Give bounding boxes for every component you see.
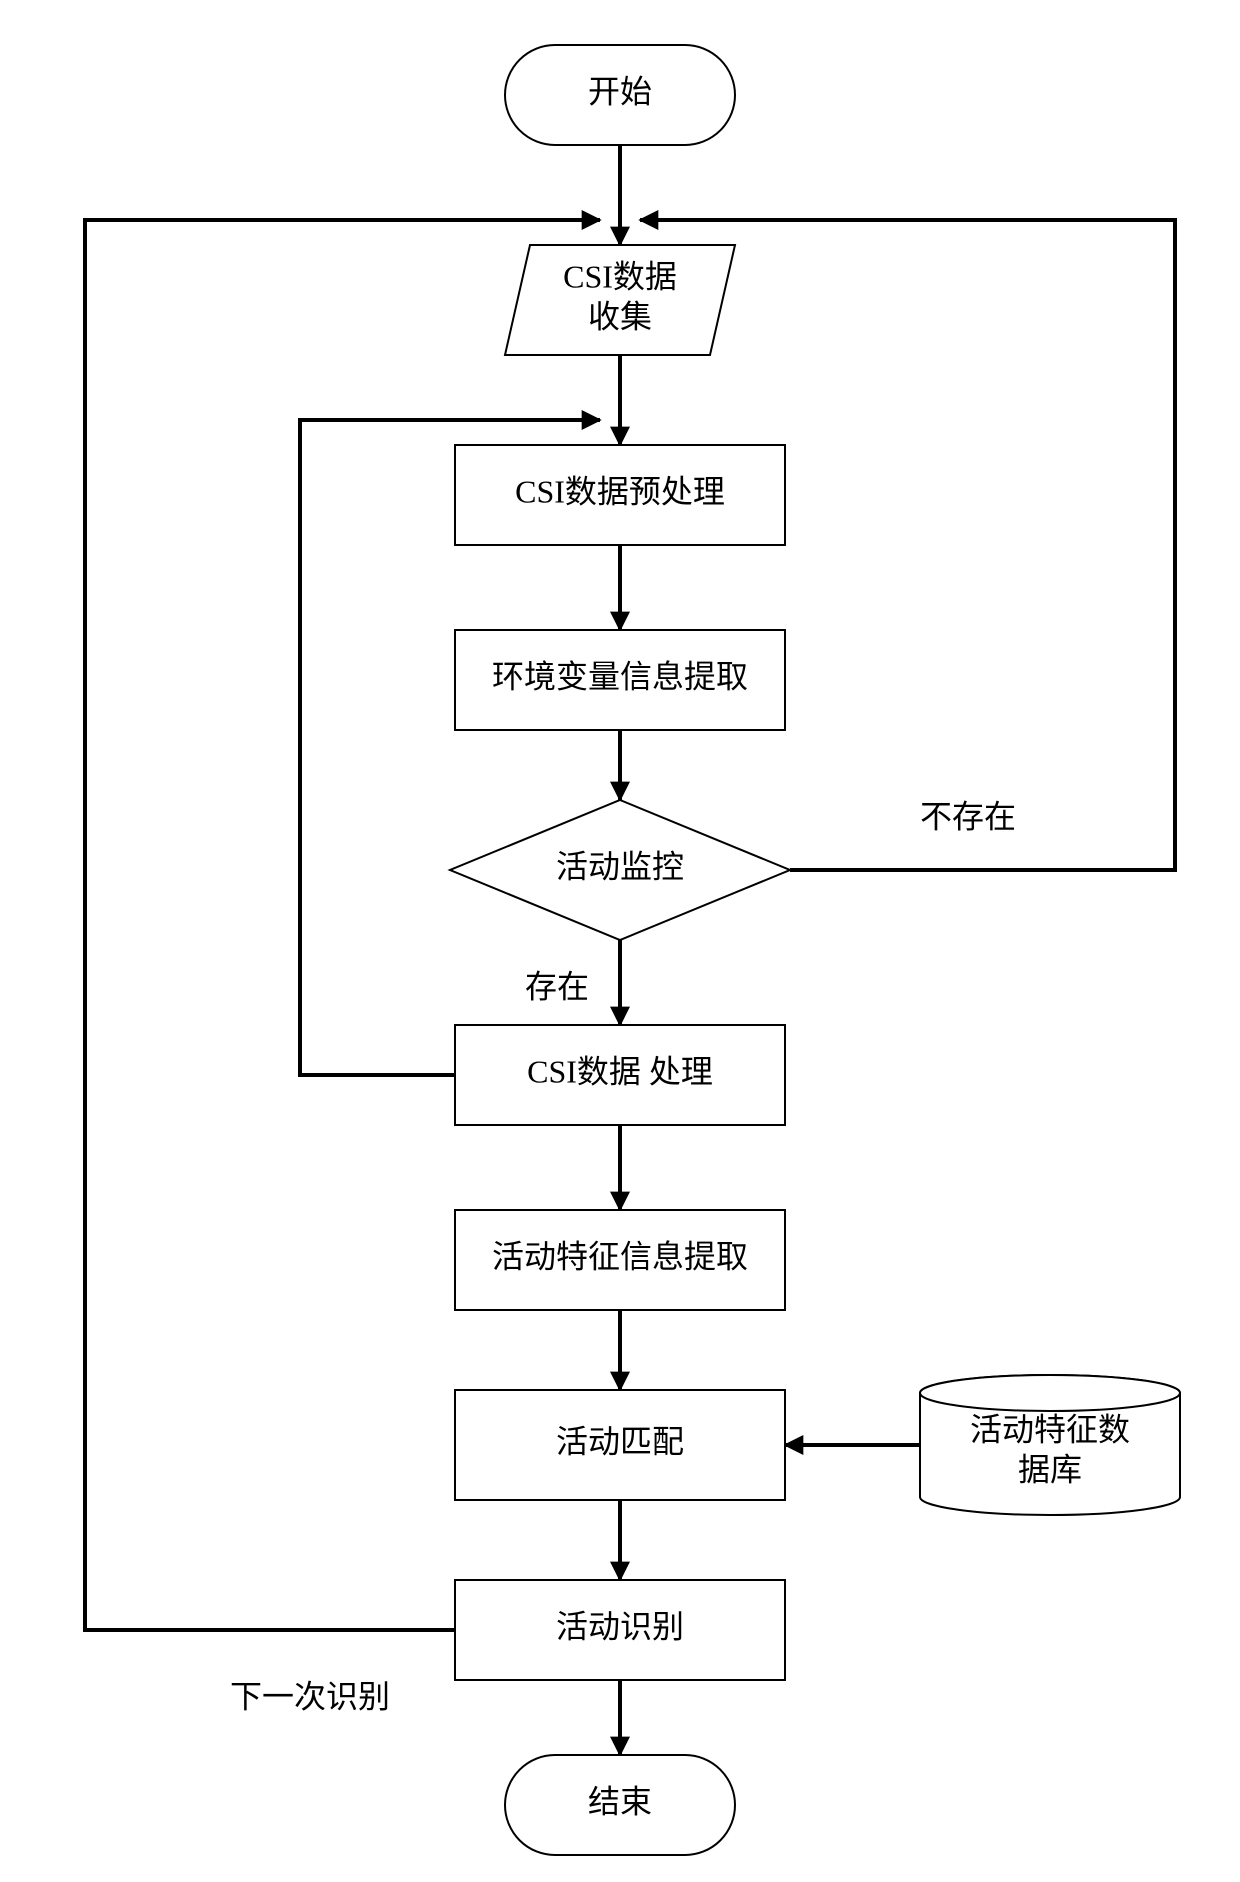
node-monitor: 活动监控	[450, 800, 790, 940]
node-monitor-label: 活动监控	[556, 848, 684, 884]
node-start-label: 开始	[588, 73, 652, 109]
node-extract_env: 环境变量信息提取	[455, 630, 785, 730]
node-extract_act: 活动特征信息提取	[455, 1210, 785, 1310]
node-collect: CSI数据收集	[505, 245, 735, 355]
node-recognize-label: 活动识别	[556, 1608, 684, 1644]
node-match-label: 活动匹配	[556, 1423, 684, 1459]
edge-label-recognize-collect: 下一次识别	[230, 1678, 390, 1714]
edge-label-monitor-process: 存在	[525, 968, 589, 1004]
node-collect-label: 收集	[588, 298, 652, 334]
node-process: CSI数据 处理	[455, 1025, 785, 1125]
node-process-label: CSI数据 处理	[527, 1053, 713, 1089]
node-recognize: 活动识别	[455, 1580, 785, 1680]
node-match: 活动匹配	[455, 1390, 785, 1500]
node-extract_env-label: 环境变量信息提取	[492, 658, 748, 694]
node-end: 结束	[505, 1755, 735, 1855]
node-extract_act-label: 活动特征信息提取	[492, 1238, 748, 1274]
node-preprocess: CSI数据预处理	[455, 445, 785, 545]
nodes-group: 开始CSI数据收集CSI数据预处理环境变量信息提取活动监控CSI数据 处理活动特…	[450, 45, 1180, 1855]
node-collect-label: CSI数据	[563, 258, 677, 294]
node-start: 开始	[505, 45, 735, 145]
node-db-label: 据库	[1018, 1451, 1082, 1487]
node-db: 活动特征数据库	[920, 1375, 1180, 1515]
node-db-label: 活动特征数	[970, 1411, 1130, 1447]
edge-label-monitor-collect: 不存在	[920, 798, 1016, 834]
flowchart-container: 存在 不存在下一次识别 开始 CSI数据收集 CSI数据预处理环境变量信息提取活动监控 C…	[0, 0, 1240, 1882]
node-end-label: 结束	[588, 1783, 652, 1819]
node-preprocess-label: CSI数据预处理	[515, 473, 725, 509]
